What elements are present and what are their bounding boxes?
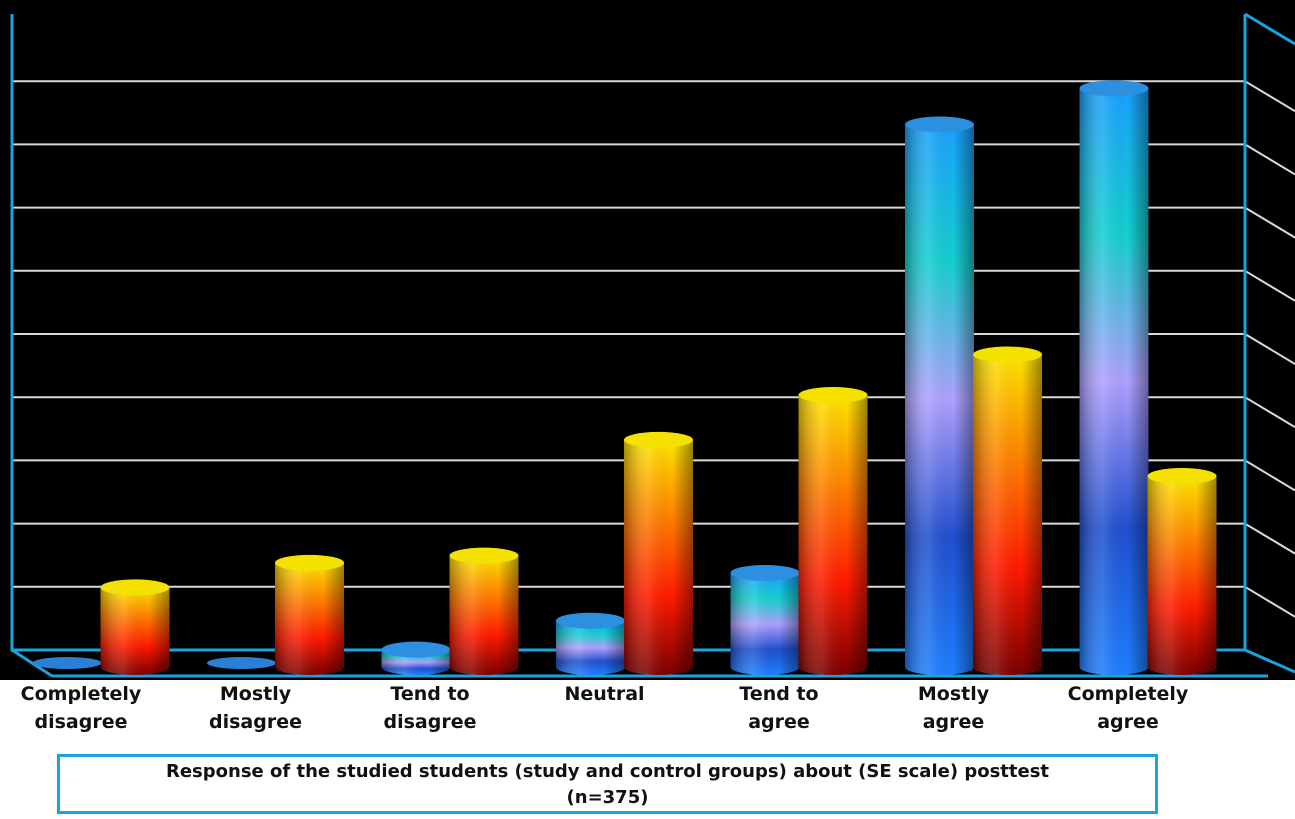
bar-series-a-mostly-disagree xyxy=(207,657,276,669)
bar-top xyxy=(905,116,974,133)
gridline-slant xyxy=(1244,396,1295,429)
gridline-slant xyxy=(1244,459,1295,492)
x-tick-label-line: agree xyxy=(922,711,985,733)
bar-top xyxy=(1147,468,1217,485)
x-tick-label: Mostly disagree xyxy=(181,680,331,736)
x-tick-label-line: disagree xyxy=(383,711,477,733)
bar-top xyxy=(100,579,170,596)
x-tick-label: Tend to agree xyxy=(704,680,854,736)
bar-series-a-neutral xyxy=(556,612,625,675)
bar-series-b-completely-agree xyxy=(1147,468,1217,675)
bar-shade xyxy=(449,555,519,675)
bar-shade xyxy=(905,124,974,675)
gridline-slant xyxy=(1244,206,1295,239)
x-tick-label-line: Tend to xyxy=(739,683,819,705)
x-tick-label-line: Mostly xyxy=(219,683,292,705)
bar-top xyxy=(730,564,800,581)
bar-series-a-tend-to-agree xyxy=(730,564,800,675)
caption-line-1: Response of the studied students (study … xyxy=(165,761,1050,782)
bar-top xyxy=(381,641,451,658)
caption-box: Response of the studied students (study … xyxy=(57,754,1158,814)
bar-shade xyxy=(100,587,170,675)
x-tick-label: Neutral xyxy=(530,680,680,708)
x-tick-label: Completely agree xyxy=(1053,680,1203,736)
frame-floor-right xyxy=(1244,648,1295,674)
frame-top-slant xyxy=(1244,12,1295,46)
x-tick-label-line: Tend to xyxy=(390,683,470,705)
bar-series-a-completely-disagree xyxy=(32,657,102,669)
bar-top xyxy=(449,547,519,564)
bar-shade xyxy=(624,439,693,675)
x-tick-label-line: disagree xyxy=(209,711,302,733)
bar-series-b-tend-to-disagree xyxy=(449,547,519,675)
bar-top xyxy=(798,387,868,404)
bar-shade xyxy=(1147,476,1217,675)
chart xyxy=(0,0,1295,680)
x-tick-label-line: Completely xyxy=(1067,683,1189,705)
caption-line-2: (n=375) xyxy=(566,787,649,808)
x-tick-label-line: Completely xyxy=(20,683,142,705)
bar-empty-base xyxy=(207,657,276,669)
bar-shade xyxy=(730,572,800,675)
bar-top xyxy=(275,554,344,571)
bar-shade xyxy=(1079,88,1149,676)
bar-series-b-completely-disagree xyxy=(100,579,170,675)
bar-series-a-completely-agree xyxy=(1079,80,1149,676)
bar-empty-base xyxy=(32,657,102,669)
bar-top xyxy=(624,431,693,448)
gridline-slant xyxy=(1244,522,1295,555)
bar-series-b-mostly-disagree xyxy=(275,554,344,675)
x-tick-label-line: agree xyxy=(748,711,810,733)
bar-shade xyxy=(973,354,1042,675)
bar-series-a-mostly-agree xyxy=(905,116,974,675)
x-tick-label: Tend to disagree xyxy=(355,680,505,736)
bar-shade xyxy=(798,395,868,675)
bar-shade xyxy=(275,562,344,675)
bar-top xyxy=(556,612,625,629)
frame-floor-left xyxy=(11,648,53,678)
bar-series-b-tend-to-agree xyxy=(798,387,868,675)
bar-shade xyxy=(556,620,625,675)
gridline-slant xyxy=(1244,585,1295,618)
gridline-slant xyxy=(1244,80,1295,113)
x-tick-label-line: Mostly xyxy=(917,683,990,705)
bar-top xyxy=(973,346,1042,363)
x-tick-label-line: disagree xyxy=(34,711,128,733)
bar-series-a-tend-to-disagree xyxy=(381,641,451,675)
x-tick-label: Mostly agree xyxy=(879,680,1029,736)
gridline-slant xyxy=(1244,143,1295,176)
gridline-slant xyxy=(1244,333,1295,365)
x-tick-label: Completely disagree xyxy=(6,680,156,736)
bars xyxy=(32,80,1217,676)
bar-series-b-mostly-agree xyxy=(973,346,1042,675)
x-tick-label-line: agree xyxy=(1097,711,1159,733)
x-tick-label-line: Neutral xyxy=(564,683,645,705)
bar-series-b-neutral xyxy=(624,431,693,675)
gridline-slant xyxy=(1244,269,1295,302)
bar-top xyxy=(1079,80,1149,97)
